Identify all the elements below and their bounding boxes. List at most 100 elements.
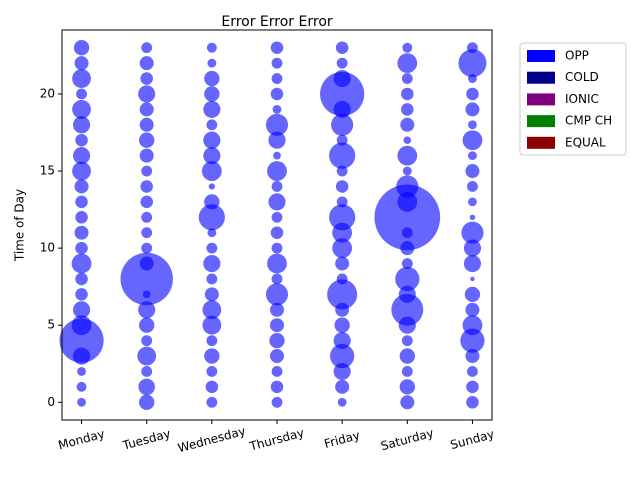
point	[335, 379, 350, 394]
point	[335, 41, 349, 54]
x-tick-label: Thursday	[247, 426, 306, 454]
point	[203, 147, 221, 165]
y-tick-label: 0	[47, 395, 55, 409]
point	[465, 349, 480, 364]
point	[458, 49, 487, 78]
point	[374, 184, 441, 251]
point	[206, 242, 218, 254]
point	[465, 302, 480, 317]
point	[403, 136, 412, 145]
point	[77, 397, 86, 407]
point	[400, 395, 415, 410]
point	[75, 211, 88, 224]
point	[75, 288, 88, 301]
point	[72, 116, 91, 134]
point	[271, 396, 283, 408]
x-tick-label: Monday	[57, 427, 106, 453]
point	[460, 328, 485, 353]
point	[336, 134, 348, 146]
point	[206, 119, 218, 131]
point	[139, 256, 154, 271]
point	[72, 161, 91, 181]
point	[77, 367, 86, 376]
point	[336, 196, 348, 208]
y-tick-label: 5	[47, 318, 55, 332]
point	[141, 165, 153, 177]
point	[72, 301, 91, 319]
point	[59, 318, 104, 363]
point	[335, 180, 349, 193]
point	[320, 71, 365, 117]
point	[270, 318, 284, 333]
point	[271, 366, 283, 377]
x-tick-label: Tuesday	[120, 426, 172, 452]
point	[334, 317, 350, 333]
point	[401, 73, 413, 84]
y-axis-label: Time of Day	[13, 189, 27, 262]
point	[206, 366, 218, 377]
point	[397, 145, 418, 166]
point	[139, 132, 155, 148]
point	[75, 133, 88, 147]
chart-title: Error Error Error	[221, 14, 333, 30]
x-tick-label: Friday	[323, 428, 362, 451]
point	[140, 72, 153, 85]
point	[270, 349, 284, 364]
point	[201, 161, 222, 181]
legend-swatch	[527, 93, 555, 106]
point	[331, 113, 354, 136]
point	[464, 286, 481, 303]
point	[139, 56, 154, 71]
point	[71, 253, 92, 274]
legend-swatch	[527, 50, 555, 62]
point	[205, 380, 219, 394]
point	[269, 332, 285, 349]
legend-label: COLD	[565, 70, 599, 84]
legend-label: EQUAL	[565, 135, 606, 149]
point	[397, 191, 418, 212]
point	[138, 301, 156, 319]
point	[203, 131, 221, 149]
x-tick-label: Sunday	[449, 427, 496, 452]
point	[202, 300, 222, 320]
point	[271, 57, 283, 69]
point	[74, 56, 89, 71]
y-tick-label: 20	[40, 86, 55, 100]
point	[466, 380, 479, 394]
legend-swatch	[527, 115, 555, 128]
point	[270, 380, 284, 394]
point	[139, 317, 155, 333]
legend-label: IONIC	[565, 92, 599, 106]
point	[204, 348, 220, 364]
point	[399, 348, 415, 364]
point	[395, 266, 420, 292]
point	[401, 103, 414, 116]
point	[268, 193, 286, 211]
point	[75, 195, 88, 209]
point	[271, 211, 283, 223]
point	[271, 181, 283, 192]
point	[401, 258, 413, 269]
point	[271, 73, 283, 84]
point	[72, 147, 91, 165]
point	[467, 181, 478, 192]
point	[468, 120, 477, 130]
point	[397, 53, 418, 74]
point	[139, 394, 155, 410]
point	[206, 396, 218, 408]
point	[206, 335, 218, 347]
point	[273, 151, 281, 160]
point	[265, 283, 289, 306]
point	[204, 287, 219, 302]
point	[336, 273, 348, 285]
point	[265, 113, 289, 136]
point	[468, 197, 477, 207]
x-tick-label: Saturday	[379, 426, 435, 454]
point	[391, 293, 424, 326]
point	[401, 335, 413, 347]
point	[141, 366, 153, 377]
point	[267, 253, 287, 274]
legend-swatch	[527, 136, 555, 149]
point	[270, 302, 284, 317]
point	[463, 239, 482, 257]
